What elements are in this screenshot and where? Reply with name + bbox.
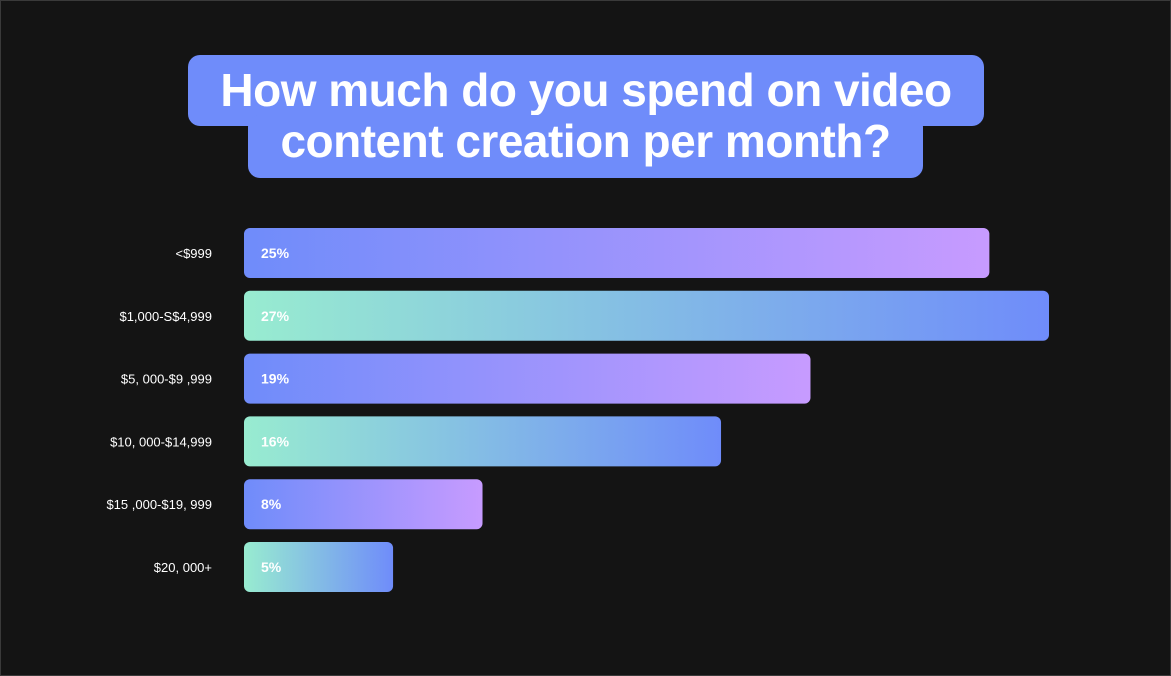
value-label: 27%	[261, 308, 290, 324]
bar-0	[244, 228, 990, 278]
value-label: 25%	[261, 245, 290, 261]
title-line-2: content creation per month?	[248, 115, 923, 178]
title-line-1: How much do you spend on video	[188, 55, 984, 126]
category-label: $15 ,000-$19, 999	[106, 497, 212, 512]
value-label: 16%	[261, 433, 290, 449]
value-label: 5%	[261, 559, 282, 575]
value-label: 8%	[261, 496, 282, 512]
bar-4	[244, 479, 483, 530]
category-label: $5, 000-$9 ,999	[121, 372, 212, 387]
bar-2	[244, 353, 811, 404]
category-label: $10, 000-$14,999	[110, 434, 212, 449]
category-label: $1,000-S$4,999	[119, 309, 212, 324]
bars-group: <$999 25% $1,000-S$4,999 27% $5, 000-$9 ,999…	[106, 228, 1049, 592]
bar-3	[244, 416, 722, 467]
category-label: <$999	[175, 246, 212, 261]
value-label: 19%	[261, 371, 290, 387]
category-label: $20, 000+	[154, 560, 212, 575]
bar-5	[244, 542, 394, 592]
bar-1	[244, 290, 1049, 341]
